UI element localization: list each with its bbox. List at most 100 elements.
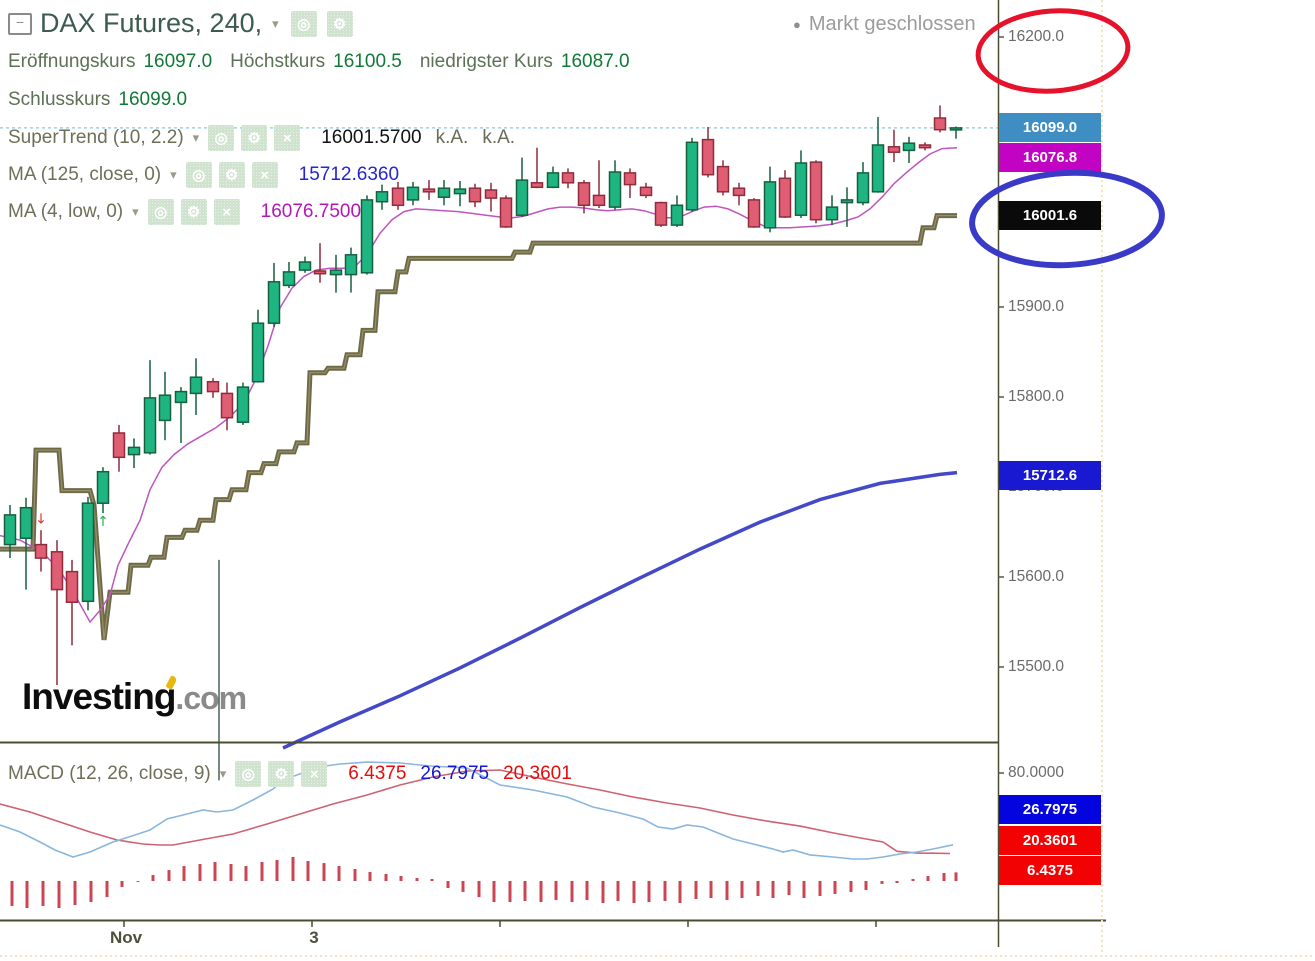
visibility-icon[interactable]: ◎ [235, 761, 262, 787]
page-title: DAX Futures, 240, [40, 8, 263, 38]
gear-icon[interactable]: ⚙ [241, 125, 268, 151]
visibility-icon[interactable]: ◎ [208, 125, 235, 151]
candle-body [484, 189, 498, 199]
logo-text: Investing [22, 676, 176, 717]
candle-body [871, 144, 885, 193]
price-tick-label-15800.0[interactable]: 15800.0 [1008, 388, 1065, 405]
low-value: 16087.0 [560, 51, 630, 72]
candle-body [825, 206, 839, 221]
gear-icon[interactable]: ⚙ [326, 10, 353, 37]
time-axis-label-3[interactable]: 3 [309, 928, 319, 947]
supertrend-line [0, 213, 957, 641]
price-tick-label-15900.0[interactable]: 15900.0 [1008, 298, 1065, 315]
indicator-values-ma125: 15712.6360 [299, 164, 399, 186]
ohlc-info-line-1: Eröffnungskurs 16097.0 Höchstkurs 16100.… [8, 51, 640, 73]
candle-body [127, 446, 141, 456]
high-label: Höchstkurs [230, 51, 326, 72]
indicator-value: 26.7975 [420, 763, 490, 784]
indicator-label-ma4: MA (4, low, 0) [8, 201, 124, 222]
indicator-label-ma125: MA (125, close, 0) [8, 164, 162, 185]
candle-body [608, 171, 622, 208]
title-row: − DAX Futures, 240, ▾ ◎ ⚙ [8, 8, 353, 39]
chevron-down-icon[interactable]: ▾ [219, 766, 227, 781]
price-tick-label-16200.0[interactable]: 16200.0 [1008, 28, 1065, 45]
sell-signal-arrow: ↓ [35, 512, 47, 528]
collapse-window-icon[interactable]: − [8, 12, 32, 35]
indicator-value: k.A. [482, 127, 516, 148]
time-axis-label-Nov[interactable]: Nov [109, 928, 143, 947]
ma125-line [282, 470, 958, 750]
candle-body [406, 186, 420, 201]
indicator-value: 16076.7500 [260, 201, 362, 222]
macd-histogram-group [10, 856, 958, 908]
candle-body [778, 177, 792, 218]
visibility-icon[interactable]: ◎ [290, 10, 317, 37]
candle-body [499, 197, 513, 228]
candle-body [856, 172, 870, 204]
candle-body [344, 254, 358, 276]
candle-body [685, 141, 699, 211]
candle-body [670, 204, 684, 226]
candle-body [282, 271, 296, 287]
chevron-down-icon[interactable]: ▾ [272, 15, 279, 31]
candle-body [189, 376, 203, 395]
investing-logo: Investing.com [22, 675, 247, 718]
chevron-down-icon[interactable]: ▾ [132, 204, 139, 219]
candle-body [174, 390, 188, 404]
candle-body [34, 543, 48, 559]
candle-body [329, 269, 343, 276]
candle-body [251, 322, 265, 383]
candle-body [298, 261, 312, 271]
indicator-value: 6.4375 [348, 763, 407, 784]
close-icon[interactable]: × [213, 199, 240, 225]
candle-body [468, 187, 482, 203]
chevron-down-icon[interactable]: ▾ [170, 167, 177, 182]
candle-body [515, 179, 529, 216]
macd-signal-badge: 20.3601 [999, 826, 1101, 855]
chevron-down-icon[interactable]: ▾ [192, 130, 200, 145]
close-icon[interactable]: × [274, 125, 301, 151]
indicator-row-supertrend: SuperTrend (10, 2.2) ▾ ◎ ⚙ × 16001.5700 k.A. k.… [8, 125, 515, 151]
candle-body [949, 127, 963, 131]
candle-body [933, 117, 947, 131]
supertrend-line-core [0, 215, 957, 641]
open-value: 16097.0 [143, 51, 213, 72]
candle-body [732, 187, 746, 197]
macd-line-badge: 26.7975 [999, 795, 1101, 824]
gear-icon[interactable]: ⚙ [180, 199, 207, 225]
indicator-values-supertrend: 16001.5700 k.A. k.A. [321, 127, 515, 149]
candle-body [360, 199, 374, 274]
candle-body [561, 172, 575, 184]
macd-tick-label-80.0000[interactable]: 80.0000 [1008, 764, 1065, 781]
indicator-label-supertrend: SuperTrend (10, 2.2) [8, 127, 184, 148]
macd-main-line [0, 761, 954, 860]
candle-body [50, 551, 64, 591]
last-price-badge: 16099.0 [999, 113, 1101, 142]
gear-icon[interactable]: ⚙ [218, 162, 245, 188]
candle-body [112, 432, 126, 459]
candle-body [747, 199, 761, 228]
candle-body [902, 142, 916, 152]
candle-body [887, 146, 901, 153]
gear-icon[interactable]: ⚙ [268, 761, 295, 787]
price-tick-label-15500.0[interactable]: 15500.0 [1008, 658, 1065, 675]
candle-body [437, 187, 451, 198]
indicator-value: k.A. [435, 127, 469, 148]
candle-body [220, 392, 234, 419]
candle-body [716, 165, 730, 193]
ma4-price-badge: 16076.8 [999, 143, 1101, 172]
price-tick-label-15600.0[interactable]: 15600.0 [1008, 568, 1065, 585]
close-icon[interactable]: × [251, 162, 278, 188]
candle-body [422, 188, 436, 193]
visibility-icon[interactable]: ◎ [185, 162, 212, 188]
visibility-icon[interactable]: ◎ [147, 199, 174, 225]
macd-hist-badge: 6.4375 [999, 856, 1101, 885]
candle-body [158, 394, 172, 422]
candles-group [3, 105, 963, 685]
buy-signal-arrow: ↑ [97, 514, 109, 530]
close-icon[interactable]: × [301, 761, 328, 787]
candle-body [313, 270, 327, 275]
candle-body [267, 281, 281, 324]
